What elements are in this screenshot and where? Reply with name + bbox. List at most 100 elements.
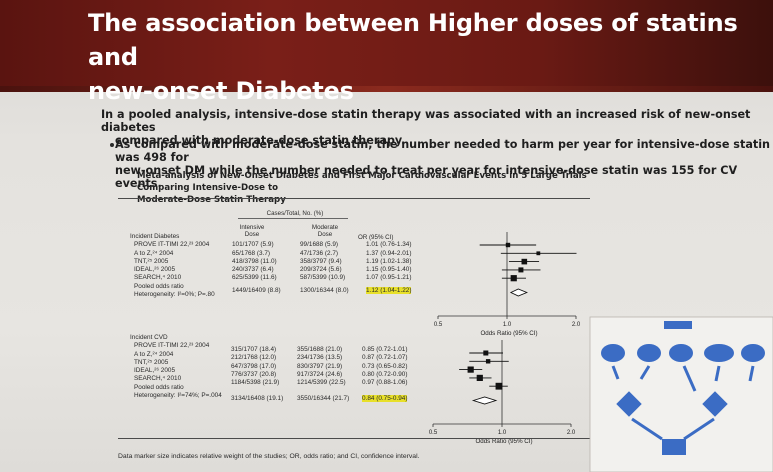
study-marker	[483, 350, 489, 356]
study-marker	[521, 258, 528, 265]
diagram-arrows	[611, 365, 755, 392]
pooled-diamond	[471, 396, 498, 405]
cvd-intensive-col: 315/1707 (18.4) 212/1768 (12.0) 647/3798…	[231, 346, 283, 404]
diagram-node	[741, 344, 765, 362]
study-marker	[536, 251, 541, 256]
study-marker	[518, 267, 524, 273]
pooled-diamond	[509, 288, 528, 297]
bullet-line-1: As compared with moderate-dose statin, t…	[115, 138, 771, 164]
intensive-cell: 776/3737 (20.8)	[231, 370, 277, 378]
diagram-nodes	[601, 344, 765, 362]
intensive-cell: 647/3798 (17.0)	[231, 362, 277, 370]
bullet-line-2: new-onset DM while the number needed to …	[115, 164, 738, 190]
intensive-cell: 625/5399 (11.6)	[232, 274, 277, 282]
pooled-label: Pooled odds ratio	[134, 282, 184, 290]
moderate-cell: 234/1736 (13.5)	[297, 354, 343, 362]
study-marker	[495, 382, 503, 390]
study-marker	[510, 275, 517, 282]
diagram-node	[704, 344, 734, 362]
study-marker	[467, 366, 474, 373]
diagram-arrow	[682, 365, 697, 392]
study-label: A to Z,²⁴ 2004	[134, 249, 174, 257]
title-line-2: new-onset Diabetes	[88, 77, 354, 105]
intensive-header-l2: Dose	[244, 231, 260, 238]
study-label: SEARCH,⁴ 2010	[134, 274, 182, 282]
diagram-bottom-box	[662, 439, 686, 455]
study-label: A to Z,²⁴ 2004	[134, 350, 174, 358]
diagram-converge	[631, 417, 715, 441]
intensive-cell: 101/1707 (5.9)	[232, 241, 274, 249]
study-marker	[505, 242, 511, 248]
intensive-cell: 212/1768 (12.0)	[231, 354, 277, 362]
moderate-cell: 917/3724 (24.6)	[297, 370, 343, 378]
or-cell: 1.19 (1.02-1.38)	[366, 257, 412, 265]
heterogeneity-label: Heterogeneity: I²=74%; P=.004	[134, 392, 222, 400]
or-cell: 1.15 (0.95-1.40)	[366, 266, 412, 274]
moderate-cell: 587/5399 (10.9)	[300, 274, 346, 282]
or-cell: 0.85 (0.72-1.01)	[362, 346, 408, 353]
pooled-intensive-cell: 1449/16409 (8.8)	[232, 286, 281, 294]
figure-title: Meta-analysis of New-Onset Diabetes and …	[137, 170, 607, 206]
title-band	[0, 0, 773, 92]
section-title: Incident Diabetes	[130, 233, 180, 240]
cvd-labels: Incident CVD PROVE IT-TIMI 22,²³ 2004 A …	[130, 334, 222, 400]
or-cell: 0.80 (0.72-0.90)	[362, 370, 408, 378]
intensive-cell: 240/3737 (6.4)	[232, 266, 274, 274]
study-label: IDEAL,²⁶ 2005	[134, 367, 175, 375]
diagram-arrow	[748, 365, 755, 382]
diagram-diamond	[616, 391, 642, 417]
intensive-cell: 315/1707 (18.4)	[231, 346, 277, 353]
slide-title: The association between Higher doses of …	[88, 6, 748, 108]
moderate-cell: 99/1688 (5.9)	[300, 241, 339, 249]
cases-header: Cases/Total, No. (%)	[266, 210, 324, 217]
intro-paragraph: In a pooled analysis, intensive-dose sta…	[101, 108, 773, 147]
study-marker	[485, 359, 491, 364]
x-tick-label: 1.0	[503, 322, 512, 328]
diagram-arrow	[714, 365, 721, 382]
intensive-cell: 1184/5398 (21.9)	[231, 379, 280, 387]
or-cell: 1.37 (0.94-2.01)	[366, 249, 412, 257]
diabetes-or-col: 1.01 (0.76-1.34) 1.37 (0.94-2.01) 1.19 (…	[366, 241, 412, 295]
diagram-top-box	[664, 321, 692, 329]
study-label: PROVE IT-TIMI 22,²³ 2004	[134, 241, 210, 249]
pooled-label: Pooled odds ratio	[134, 383, 184, 391]
diabetes-labels: Incident Diabetes PROVE IT-TIMI 22,²³ 20…	[130, 233, 215, 299]
diagram-arrow	[639, 365, 651, 380]
forest-plot-diabetes: 0.5 1.0 2.0 Odds Ratio (95% CI)	[434, 232, 581, 337]
or-cell: 0.87 (0.72-1.07)	[362, 354, 408, 362]
x-tick-label: 0.5	[429, 430, 438, 436]
heterogeneity-label: Heterogeneity: I²=0%; P=.80	[134, 291, 215, 299]
x-tick-label: 1.0	[498, 430, 507, 436]
or-cell: 0.97 (0.88-1.06)	[362, 379, 408, 387]
cvd-moderate-col: 355/1688 (21.0) 234/1736 (13.5) 830/3797…	[297, 346, 349, 404]
intro-line-1: In a pooled analysis, intensive-dose sta…	[101, 108, 751, 134]
title-line-1: The association between Higher doses of …	[88, 9, 738, 71]
intensive-cell: 65/1768 (3.7)	[232, 249, 271, 257]
figure-top-rule	[118, 198, 590, 199]
figure-bottom-rule	[118, 438, 590, 439]
intensive-header-l1: Intensive	[239, 224, 265, 231]
pooled-intensive-cell: 3134/16408 (19.1)	[231, 395, 284, 403]
pooled-or-highlight: 1.12 (1.04-1.22)	[366, 286, 412, 294]
moderate-header-l1: Moderate	[311, 224, 339, 231]
or-header: OR (95% CI)	[358, 234, 394, 241]
study-label: SEARCH,⁴ 2010	[134, 375, 182, 383]
bullet-dot	[110, 143, 114, 147]
x-tick-label: 2.0	[572, 322, 581, 328]
diabetes-moderate-col: 99/1688 (5.9) 47/1736 (2.7) 358/3797 (9.…	[300, 241, 349, 295]
diagram-arrow	[611, 365, 620, 380]
study-label: TNT,²⁵ 2005	[134, 358, 169, 366]
figure-title-line-1: Meta-analysis of New-Onset Diabetes and …	[137, 171, 587, 193]
side-flow-diagram	[589, 316, 773, 472]
intensive-header: Intensive Dose	[232, 224, 272, 238]
moderate-cell: 1214/5399 (22.5)	[297, 379, 346, 387]
moderate-header-l2: Dose	[317, 231, 333, 238]
intro-line-2: compared with moderate-dose statin thera…	[115, 134, 406, 147]
moderate-cell: 358/3797 (9.4)	[300, 257, 342, 265]
or-cell: 1.07 (0.95-1.21)	[366, 274, 412, 282]
diagram-node	[637, 344, 661, 362]
pooled-moderate-cell: 1300/16344 (8.0)	[300, 286, 349, 294]
study-label: PROVE IT-TIMI 22,²³ 2004	[134, 342, 210, 350]
diagram-diamond	[702, 391, 728, 417]
